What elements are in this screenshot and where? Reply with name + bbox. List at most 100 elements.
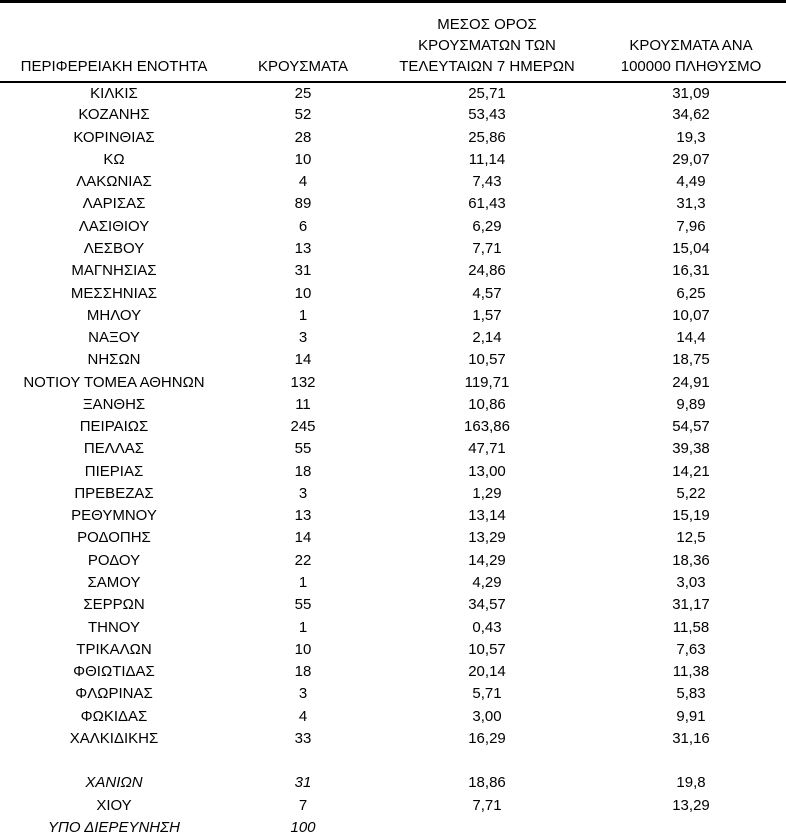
avg7-cell: 13,14 [468,507,506,525]
table-row: ΠΕΙΡΑΙΩΣ 245 163,86 54,57 [0,416,786,438]
region-cell: ΡΟΔΟΠΗΣ [77,529,151,547]
region-cell: ΠΙΕΡΙΑΣ [84,462,144,480]
avg7-cell: 16,29 [468,729,506,747]
cases-cell [228,750,378,772]
cases-cell: 55 [294,596,312,614]
cases-cell: 1 [298,573,308,591]
per100k-cell: 7,96 [676,217,706,235]
table-row: ΚΩ 10 11,14 29,07 [0,149,786,171]
region-cell: ΦΛΩΡΙΝΑΣ [75,685,153,703]
region-cell: ΝΟΤΙΟΥ ΤΟΜΕΑ ΑΘΗΝΩΝ [23,373,205,391]
region-cell: ΚΩ [103,150,125,168]
avg7-cell: 3,00 [472,707,502,725]
cases-table-body: ΚΙΛΚΙΣ 25 25,71 31,09 ΚΟΖΑΝΗΣ 52 53,43 34,62 ΚΟΡ… [0,82,786,839]
avg7-cell: 13,00 [468,462,506,480]
spacer-row [0,750,786,772]
table-row: ΥΠΟ ΔΙΕΡΕΥΝΗΣΗ 100 [0,817,786,839]
region-cell: ΜΕΣΣΗΝΙΑΣ [70,284,158,302]
table-row: ΛΑΣΙΘΙΟΥ 6 6,29 7,96 [0,216,786,238]
cases-cell: 10 [294,640,312,658]
region-cell: ΚΟΡΙΝΘΙΑΣ [73,128,155,146]
cases-cell: 33 [294,729,312,747]
col-header-region: ΠΕΡΙΦΕΡΕΙΑΚΗ ΕΝΟΤΗΤΑ [0,3,228,83]
per100k-cell: 10,07 [672,306,710,324]
region-cell: ΛΑΚΩΝΙΑΣ [76,173,152,191]
region-cell: ΛΕΣΒΟΥ [83,239,145,257]
region-cell: ΧΑΛΚΙΔΙΚΗΣ [69,729,159,747]
avg7-cell: 1,57 [472,306,502,324]
cases-cell: 14 [294,351,312,369]
avg7-cell: 7,43 [472,173,502,191]
table-row: ΠΙΕΡΙΑΣ 18 13,00 14,21 [0,461,786,483]
avg7-cell: 10,57 [468,640,506,658]
table-row: ΛΑΡΙΣΑΣ 89 61,43 31,3 [0,193,786,215]
per100k-cell: 18,75 [672,351,710,369]
avg7-cell: 163,86 [464,418,510,436]
per100k-cell: 4,49 [676,173,706,191]
per100k-cell: 19,8 [676,774,706,792]
table-row: ΡΟΔΟΥ 22 14,29 18,36 [0,550,786,572]
cases-cell: 25 [294,84,312,102]
per100k-cell: 7,63 [676,640,706,658]
table-row: ΝΑΞΟΥ 3 2,14 14,4 [0,327,786,349]
table-row: ΜΕΣΣΗΝΙΑΣ 10 4,57 6,25 [0,282,786,304]
region-cell: ΡΟΔΟΥ [87,551,141,569]
cases-cell: 28 [294,128,312,146]
table-row: ΧΙΟΥ 7 7,71 13,29 [0,795,786,817]
region-cell: ΥΠΟ ΔΙΕΡΕΥΝΗΣΗ [48,818,180,836]
per100k-cell: 11,58 [672,618,710,636]
cases-cell: 100 [290,818,316,836]
per100k-cell: 5,22 [676,484,706,502]
regional-cases-table: ΠΕΡΙΦΕΡΕΙΑΚΗ ΕΝΟΤΗΤΑ ΚΡΟΥΣΜΑΤΑ ΜΕΣΟΣ ΟΡΟ… [0,3,786,839]
table-row: ΤΗΝΟΥ 1 0,43 11,58 [0,616,786,638]
per100k-cell: 5,83 [676,685,706,703]
avg7-cell: 7,71 [472,796,502,814]
region-cell: ΦΘΙΩΤΙΔΑΣ [73,663,155,681]
avg7-cell: 4,29 [472,573,502,591]
table-row: ΦΘΙΩΤΙΔΑΣ 18 20,14 11,38 [0,661,786,683]
per100k-cell: 39,38 [672,440,710,458]
table-row: ΡΟΔΟΠΗΣ 14 13,29 12,5 [0,527,786,549]
cases-cell: 3 [298,685,308,703]
avg7-cell: 10,57 [468,351,506,369]
region-cell: ΠΕΙΡΑΙΩΣ [79,418,149,436]
cases-cell: 132 [290,373,316,391]
region-cell: ΝΑΞΟΥ [88,329,140,347]
per100k-cell: 9,89 [676,395,706,413]
avg7-cell: 25,86 [468,128,506,146]
region-cell: ΛΑΣΙΘΙΟΥ [78,217,150,235]
avg7-cell: 20,14 [468,663,506,681]
cases-cell: 14 [294,529,312,547]
table-row: ΦΛΩΡΙΝΑΣ 3 5,71 5,83 [0,683,786,705]
cases-cell: 10 [294,150,312,168]
table-row: ΣΑΜΟΥ 1 4,29 3,03 [0,572,786,594]
table-row: ΠΡΕΒΕΖΑΣ 3 1,29 5,22 [0,483,786,505]
per100k-cell: 24,91 [672,373,710,391]
cases-cell: 1 [298,306,308,324]
region-cell: ΜΗΛΟΥ [86,306,142,324]
table-row: ΝΟΤΙΟΥ ΤΟΜΕΑ ΑΘΗΝΩΝ 132 119,71 24,91 [0,371,786,393]
per100k-cell: 9,91 [676,707,706,725]
cases-cell: 13 [294,239,312,257]
avg7-cell: 34,57 [468,596,506,614]
region-cell: ΞΑΝΘΗΣ [82,395,146,413]
header-row: ΠΕΡΙΦΕΡΕΙΑΚΗ ΕΝΟΤΗΤΑ ΚΡΟΥΣΜΑΤΑ ΜΕΣΟΣ ΟΡΟ… [0,3,786,83]
region-cell: ΧΙΟΥ [96,796,132,814]
per100k-cell: 15,04 [672,239,710,257]
per100k-cell: 19,3 [676,128,706,146]
per100k-cell: 13,29 [672,796,710,814]
avg7-cell: 18,86 [468,774,506,792]
cases-cell: 31 [294,774,312,792]
region-cell: ΛΑΡΙΣΑΣ [82,195,146,213]
region-cell: ΚΟΖΑΝΗΣ [78,106,150,124]
per100k-cell: 15,19 [672,507,710,525]
avg7-cell: 24,86 [468,262,506,280]
avg7-cell: 7,71 [472,239,502,257]
cases-cell: 31 [294,262,312,280]
cases-cell: 13 [294,507,312,525]
avg7-cell: 2,14 [472,329,502,347]
cases-cell: 52 [294,106,312,124]
per100k-cell: 31,16 [672,729,710,747]
table-row: ΝΗΣΩΝ 14 10,57 18,75 [0,349,786,371]
